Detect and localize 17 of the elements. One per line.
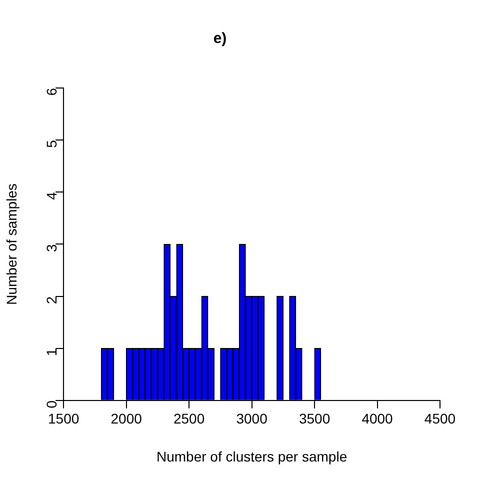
y-tick-label: 4 — [43, 192, 60, 200]
y-tick-label: 1 — [43, 348, 60, 356]
y-tick-label: 2 — [43, 296, 60, 304]
x-tick-label: 3500 — [298, 410, 330, 427]
y-tick-label: 0 — [43, 400, 60, 408]
x-axis-title: Number of clusters per sample — [156, 448, 348, 464]
x-tick-label: 1500 — [48, 410, 80, 427]
y-tick-label: 6 — [43, 88, 60, 96]
y-axis-title: Number of samples — [3, 184, 20, 305]
y-tick-label: 3 — [43, 244, 60, 252]
x-tick-label: 4000 — [362, 410, 394, 427]
chart-title: e) — [213, 30, 227, 48]
x-tick-label: 4500 — [424, 410, 456, 427]
x-tick-label: 3000 — [236, 410, 268, 427]
x-tick-label: 2000 — [110, 410, 142, 427]
x-tick-label: 2500 — [173, 410, 205, 427]
y-tick-label: 5 — [43, 140, 60, 148]
